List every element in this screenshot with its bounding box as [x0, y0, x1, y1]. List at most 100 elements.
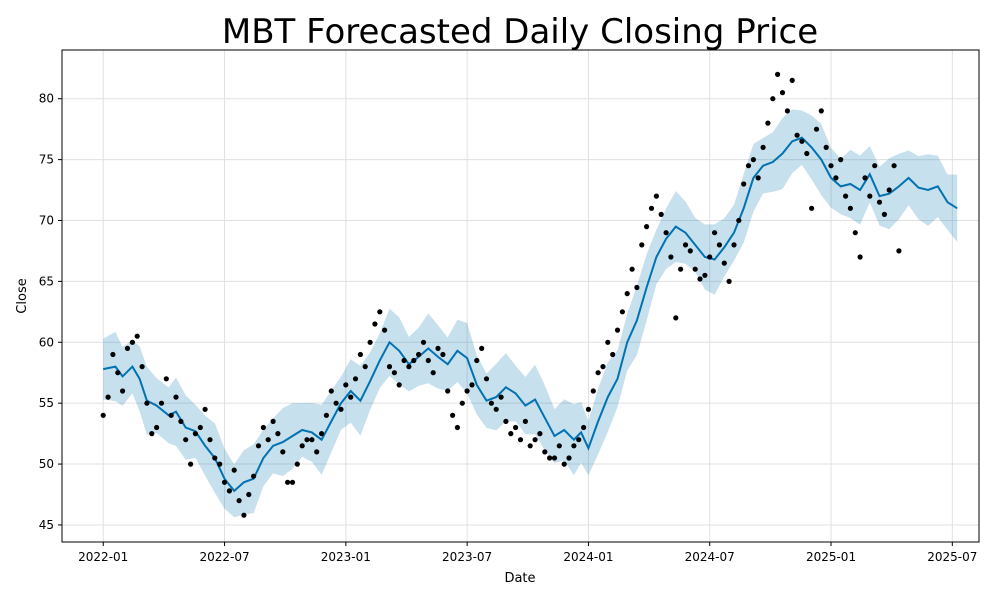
actual-point [605, 339, 611, 345]
actual-point [367, 339, 373, 345]
actual-point [450, 412, 456, 418]
actual-point [207, 437, 213, 443]
actual-point [343, 382, 349, 388]
actual-point [144, 400, 150, 406]
actual-point [416, 351, 422, 358]
actual-point [425, 357, 431, 364]
actual-point [876, 199, 883, 205]
actual-point [285, 479, 291, 485]
actual-point [192, 431, 198, 437]
actual-point [139, 364, 145, 370]
actual-point [644, 224, 650, 230]
y-tick-label: 70 [39, 213, 54, 227]
y-axis-label: Close [15, 278, 30, 313]
actual-point [576, 437, 582, 443]
actual-point [833, 175, 839, 181]
actual-point [731, 242, 737, 248]
actual-point [561, 461, 567, 467]
actual-point [406, 364, 412, 370]
actual-point [765, 120, 771, 126]
actual-point [804, 150, 810, 157]
actual-point [692, 266, 698, 272]
actual-point [217, 461, 223, 467]
actual-point [348, 394, 354, 400]
y-tick-label: 45 [39, 518, 54, 532]
actual-point [154, 424, 160, 431]
actual-point [566, 455, 572, 461]
plot-frame [61, 49, 980, 543]
x-tick-label: 2022-01 [78, 550, 128, 564]
uncertainty-band [103, 109, 958, 518]
actual-point [178, 418, 184, 424]
x-tick-label: 2024-07 [685, 550, 735, 564]
actual-point [678, 266, 684, 272]
actual-point [542, 449, 548, 455]
actual-point [357, 351, 363, 358]
actual-point [663, 230, 669, 236]
actual-point [556, 443, 562, 449]
actual-point [508, 431, 514, 437]
actual-point [168, 412, 174, 418]
actual-point [396, 382, 402, 388]
forecast-line [102, 136, 958, 493]
actual-point [338, 406, 344, 412]
actual-point [872, 163, 878, 169]
actual-point [886, 187, 892, 193]
x-tick-label: 2023-01 [321, 550, 371, 564]
actual-point [202, 406, 208, 412]
actual-point [110, 351, 116, 358]
actual-point [857, 254, 863, 260]
actual-point [120, 388, 126, 394]
x-tick-label: 2025-07 [927, 550, 977, 564]
actual-point [420, 339, 427, 345]
actual-point [668, 254, 674, 260]
actual-point [377, 309, 383, 315]
actual-point [823, 144, 829, 150]
x-axis-label: Date [504, 571, 535, 586]
actual-point [624, 291, 630, 297]
y-tick-label: 75 [39, 153, 54, 167]
actual-point [173, 394, 179, 400]
actual-point [328, 388, 334, 394]
actual-point [294, 461, 300, 467]
actual-point [474, 357, 480, 364]
actual-point [619, 309, 626, 315]
actual-point [362, 364, 368, 370]
actual-point [503, 418, 509, 424]
actual-point [304, 437, 310, 443]
actual-point [721, 260, 727, 266]
actual-point [629, 266, 635, 272]
y-tick-label: 60 [39, 335, 54, 349]
x-tick-label: 2025-01 [806, 550, 856, 564]
actual-point [843, 193, 849, 199]
actual-point [513, 424, 519, 431]
actual-point [430, 370, 436, 376]
actual-point [129, 339, 135, 345]
actual-point [779, 90, 786, 96]
actual-point [289, 479, 296, 485]
actual-point [673, 315, 679, 321]
actual-point [745, 163, 752, 169]
actual-point [493, 406, 499, 412]
actual-point [464, 388, 470, 394]
actual-point [614, 327, 621, 333]
actual-point [246, 491, 252, 498]
actual-point [265, 437, 271, 443]
x-axis-ticks: 2022-01 2022-07 2023-01 2023-07 2024-01 2024-… [78, 542, 977, 564]
actual-point [838, 157, 844, 163]
actual-point [712, 230, 718, 236]
actual-point [537, 431, 543, 437]
actual-point [653, 193, 660, 199]
actual-point [813, 126, 820, 132]
actual-point [697, 276, 703, 282]
actual-point [551, 455, 558, 461]
actual-point [852, 230, 858, 236]
grid-lines [62, 50, 979, 542]
actual-point [231, 467, 237, 473]
actual-point [707, 254, 713, 260]
actual-point [158, 400, 165, 406]
actual-point [600, 364, 606, 370]
actual-point [658, 211, 664, 217]
actual-point [401, 357, 407, 364]
actual-point [862, 175, 868, 181]
